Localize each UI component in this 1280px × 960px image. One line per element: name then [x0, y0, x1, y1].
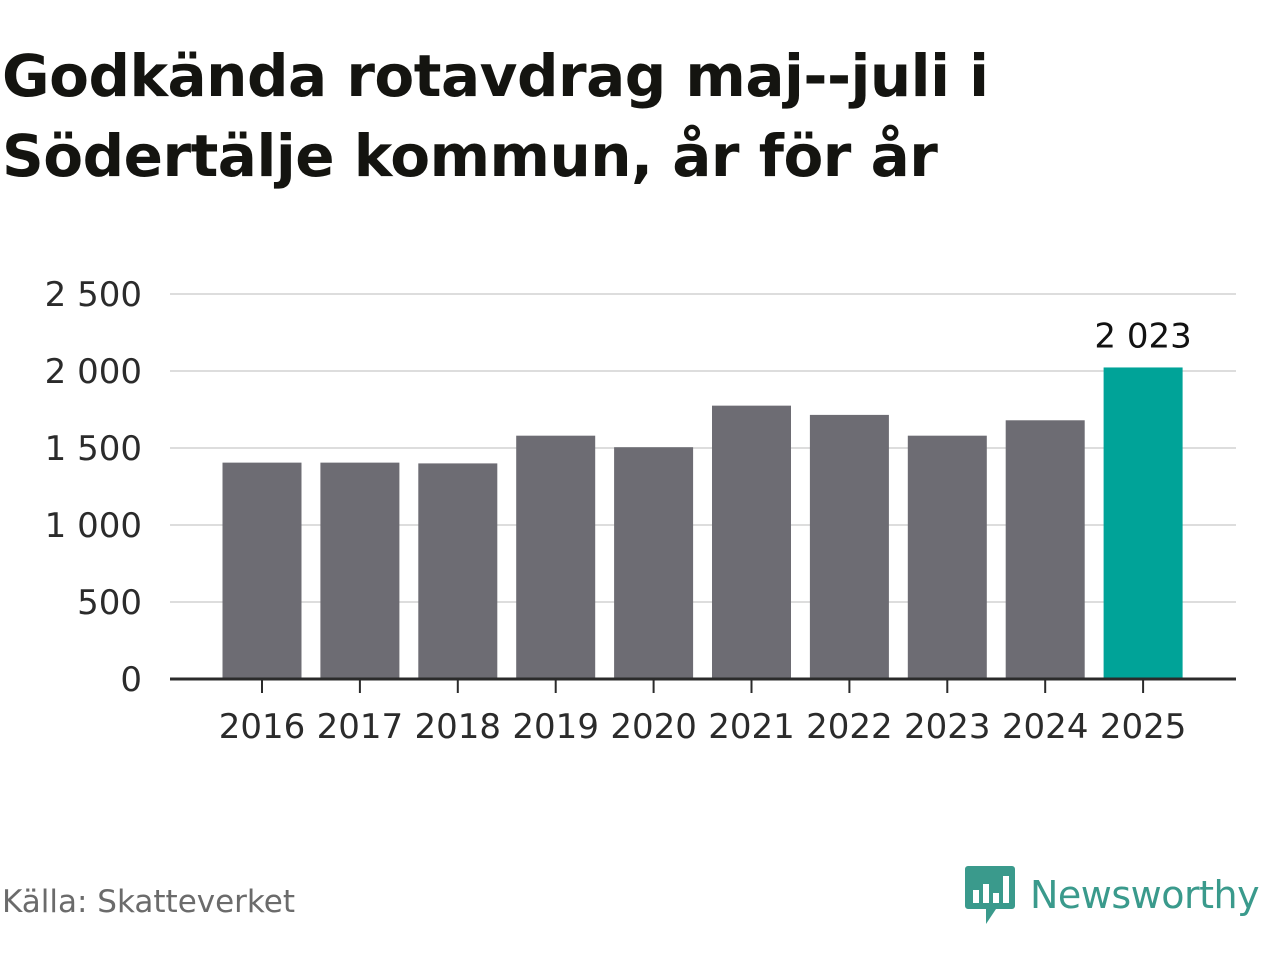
source-note: Källa: Skatteverket	[2, 884, 296, 920]
x-tick-label: 2016	[219, 707, 306, 747]
bar-2023	[907, 435, 987, 679]
bar-2024	[1005, 420, 1085, 679]
x-axis-labels: 2016 2017 2018 2019 2020 2021 2022 2023 2024 2025	[219, 707, 1187, 747]
bar-2019	[516, 435, 596, 679]
x-tick-label: 2023	[904, 707, 991, 747]
y-tick-label: 500	[77, 583, 142, 623]
y-tick-label: 0	[120, 660, 142, 700]
bar-2016	[222, 462, 302, 679]
x-axis	[170, 677, 1236, 693]
x-tick-label: 2019	[512, 707, 599, 747]
brand-name: Newsworthy	[1030, 873, 1260, 917]
bar-2017	[320, 462, 400, 679]
x-tick-label: 2020	[610, 707, 697, 747]
bar-2021	[712, 405, 791, 679]
x-tick-label: 2017	[317, 707, 404, 747]
x-tick-label: 2018	[415, 707, 502, 747]
bar-2018	[418, 463, 498, 679]
x-tick-label: 2021	[708, 707, 795, 747]
y-tick-label: 2 500	[45, 275, 142, 315]
x-tick-label: 2025	[1100, 707, 1187, 747]
bar-2020	[614, 447, 694, 679]
y-tick-label: 1 500	[45, 429, 142, 469]
y-tick-label: 1 000	[45, 506, 142, 546]
bar-2022	[809, 414, 889, 679]
bars	[222, 367, 1183, 679]
brand-logo: Newsworthy	[964, 862, 1260, 928]
data-labels: 2 023	[1094, 316, 1191, 356]
data-label: 2 023	[1094, 316, 1191, 356]
y-tick-label: 2 000	[45, 352, 142, 392]
x-tick-label: 2024	[1002, 707, 1089, 747]
chart-title: Godkända rotavdrag maj--juli i Södertälj…	[2, 42, 989, 190]
x-tick-label: 2022	[806, 707, 893, 747]
bar-2025	[1103, 367, 1183, 679]
y-axis-labels: 0 500 1 000 1 500 2 000 2 500	[45, 275, 142, 700]
newsworthy-logo-icon	[965, 866, 1015, 924]
